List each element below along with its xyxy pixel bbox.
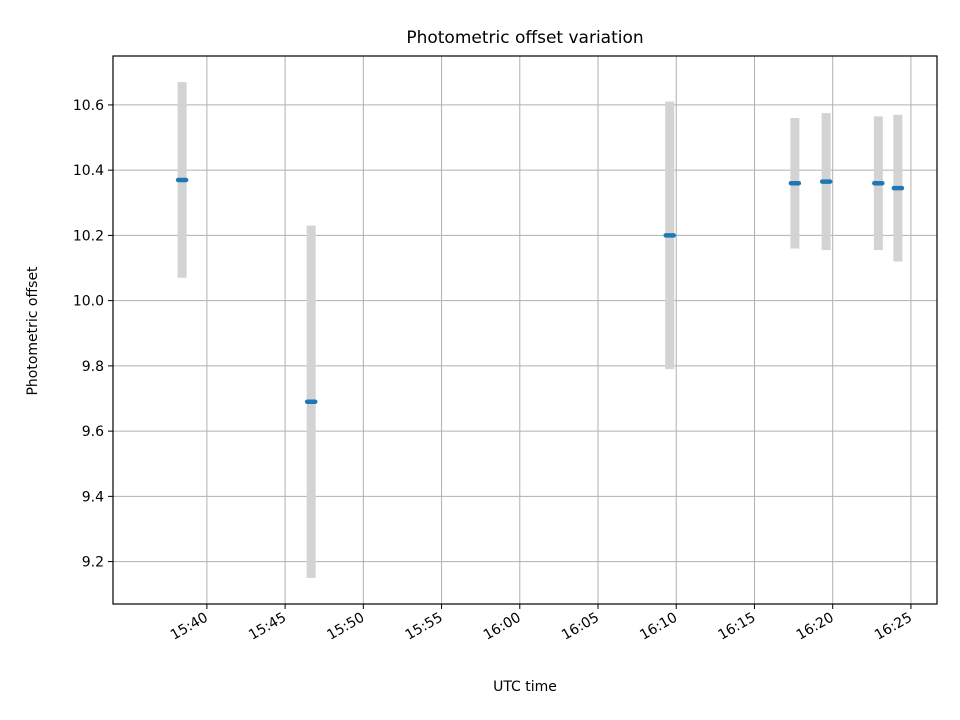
y-tick-label: 9.6 bbox=[82, 424, 104, 440]
y-tick-label: 10.0 bbox=[73, 294, 104, 310]
x-axis-label: UTC time bbox=[493, 679, 557, 695]
y-tick-label: 9.4 bbox=[82, 489, 104, 505]
y-tick-label: 10.4 bbox=[73, 163, 104, 179]
y-axis-ticks: 9.2 9.4 9.6 9.8 10.0 10.2 10.4 10.6 bbox=[73, 98, 113, 571]
grid bbox=[113, 56, 937, 604]
plot-frame bbox=[112, 55, 938, 605]
data-points bbox=[175, 177, 905, 405]
y-tick-label: 9.2 bbox=[82, 555, 104, 571]
y-tick-label: 10.6 bbox=[73, 98, 104, 114]
chart-title: Photometric offset variation bbox=[406, 28, 643, 48]
y-tick-label: 9.8 bbox=[82, 359, 104, 375]
y-tick-label: 10.2 bbox=[73, 228, 104, 244]
y-axis-label: Photometric offset bbox=[25, 266, 41, 396]
